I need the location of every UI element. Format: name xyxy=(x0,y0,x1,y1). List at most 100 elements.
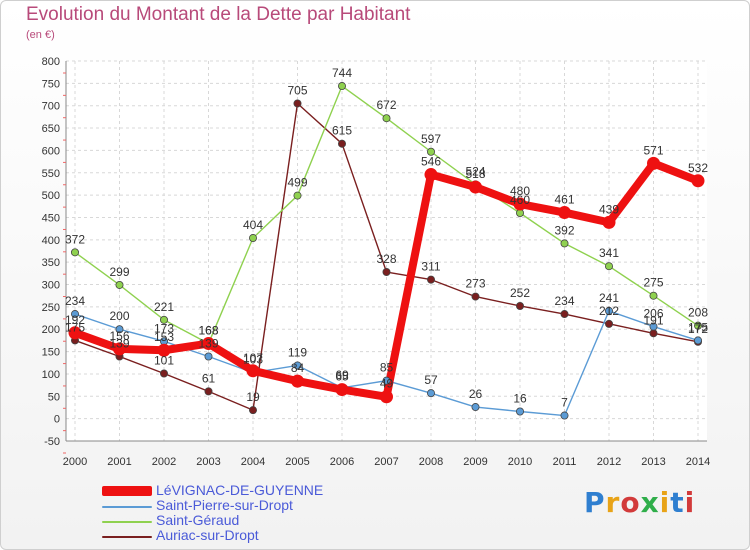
data-label-0: 546 xyxy=(421,155,441,169)
legend-swatch xyxy=(102,521,152,523)
data-label-0: 439 xyxy=(599,202,619,216)
data-label-2: 299 xyxy=(109,265,129,279)
series-point-0 xyxy=(291,374,304,388)
data-label-3: 705 xyxy=(287,83,307,97)
data-label-0: 153 xyxy=(154,330,174,344)
data-label-1: 57 xyxy=(424,373,438,387)
y-tick-label: 100 xyxy=(42,369,60,381)
logo-letter: x xyxy=(640,486,660,519)
logo-letter: i xyxy=(684,486,696,519)
series-point-1 xyxy=(471,403,480,412)
series-point-0 xyxy=(647,156,660,170)
series-point-2 xyxy=(115,280,124,289)
series-point-1 xyxy=(605,306,614,315)
data-label-0: 107 xyxy=(243,351,263,365)
data-label-0: 192 xyxy=(65,313,85,327)
data-label-2: 744 xyxy=(332,66,352,80)
series-point-3 xyxy=(159,369,168,378)
y-tick-label: 700 xyxy=(42,101,60,113)
series-point-0 xyxy=(335,383,349,397)
series-point-0 xyxy=(68,326,82,340)
data-label-3: 273 xyxy=(465,277,485,291)
data-label-0: 518 xyxy=(465,167,485,181)
series-point-1 xyxy=(560,411,569,420)
series-point-3 xyxy=(382,268,391,277)
y-tick-label: 350 xyxy=(42,257,60,269)
data-label-0: 168 xyxy=(198,324,218,338)
legend-swatch xyxy=(102,506,152,508)
data-label-1: 119 xyxy=(288,345,307,359)
series-point-1 xyxy=(694,336,703,345)
data-label-1: 139 xyxy=(198,337,218,351)
y-tick-label: 150 xyxy=(42,347,60,359)
data-label-1: 69 xyxy=(335,368,349,382)
series-point-2 xyxy=(248,234,257,243)
data-label-3: 175 xyxy=(65,320,85,334)
series-point-3 xyxy=(516,301,525,310)
data-label-1: 16 xyxy=(513,391,527,405)
data-label-2: 672 xyxy=(376,98,396,112)
x-tick-label: 2004 xyxy=(241,456,265,468)
series-point-2 xyxy=(293,191,302,200)
y-tick-label: 0 xyxy=(54,414,60,426)
series-point-3 xyxy=(337,139,346,148)
logo-letter: P xyxy=(584,486,606,519)
data-label-3: 61 xyxy=(202,371,216,385)
x-tick-label: 2005 xyxy=(285,456,309,468)
logo-letter: t xyxy=(670,486,685,519)
x-tick-labels: 2000 2001 2002 2003 2004 2005 2006 2007 2008 2009… xyxy=(63,456,710,468)
data-label-0: 480 xyxy=(510,184,530,198)
legend-label: Auriac-sur-Dropt xyxy=(156,527,259,543)
series-point-0 xyxy=(113,342,126,356)
series-point-2 xyxy=(159,315,168,324)
series-point-3 xyxy=(248,406,257,415)
data-label-2: 460 xyxy=(510,193,530,207)
data-label-3: 252 xyxy=(510,286,530,300)
x-tick-label: 2000 xyxy=(63,456,87,468)
series-point-1 xyxy=(293,361,302,370)
series-point-1 xyxy=(382,376,391,385)
logo-letter: i xyxy=(659,486,671,519)
series-point-0 xyxy=(424,168,438,182)
series-point-0 xyxy=(469,180,482,194)
series-point-0 xyxy=(602,215,616,229)
y-tick-labels: -50 0 50 100 150 200 250 300 350 400 450 500 550 600 6… xyxy=(42,56,60,448)
legend-swatch xyxy=(102,536,152,538)
data-label-2: 597 xyxy=(421,132,441,146)
logo-letter: r xyxy=(605,486,621,519)
series-point-1 xyxy=(115,325,124,334)
data-label-1: 7 xyxy=(561,396,568,410)
y-tick-label: 400 xyxy=(42,235,60,247)
data-label-3: 191 xyxy=(643,313,663,327)
series-point-2 xyxy=(605,262,614,271)
data-label-3: 234 xyxy=(554,294,574,308)
data-label-1: 206 xyxy=(643,307,663,321)
data-label-3: 139 xyxy=(109,337,129,351)
x-tick-label: 2009 xyxy=(463,456,487,468)
x-tick-label: 2002 xyxy=(152,456,176,468)
series-point-2 xyxy=(337,82,346,91)
data-label-1: 173 xyxy=(154,321,174,335)
data-label-2: 372 xyxy=(65,232,85,246)
series-point-0 xyxy=(558,206,571,220)
data-label-1: 85 xyxy=(380,361,394,375)
y-tick-label: 650 xyxy=(42,123,60,135)
data-label-2: 524 xyxy=(465,164,485,178)
x-tick-label: 2013 xyxy=(641,456,665,468)
data-label-2: 404 xyxy=(243,218,263,232)
data-label-3: 311 xyxy=(421,260,440,274)
data-label-0: 532 xyxy=(688,161,708,175)
data-label-0: 65 xyxy=(335,370,349,384)
series-point-2 xyxy=(382,114,391,123)
data-label-2: 341 xyxy=(599,246,619,260)
y-tick-label: 500 xyxy=(42,190,60,202)
series-point-2 xyxy=(560,239,569,248)
series-point-1 xyxy=(426,389,435,398)
y-tick-label: 300 xyxy=(42,280,60,292)
data-label-0: 571 xyxy=(643,143,663,157)
series-point-2 xyxy=(71,248,80,257)
y-tick-label: -50 xyxy=(44,436,60,448)
proxiti-logo: Proxiti xyxy=(584,486,695,519)
series-point-2 xyxy=(649,291,658,300)
